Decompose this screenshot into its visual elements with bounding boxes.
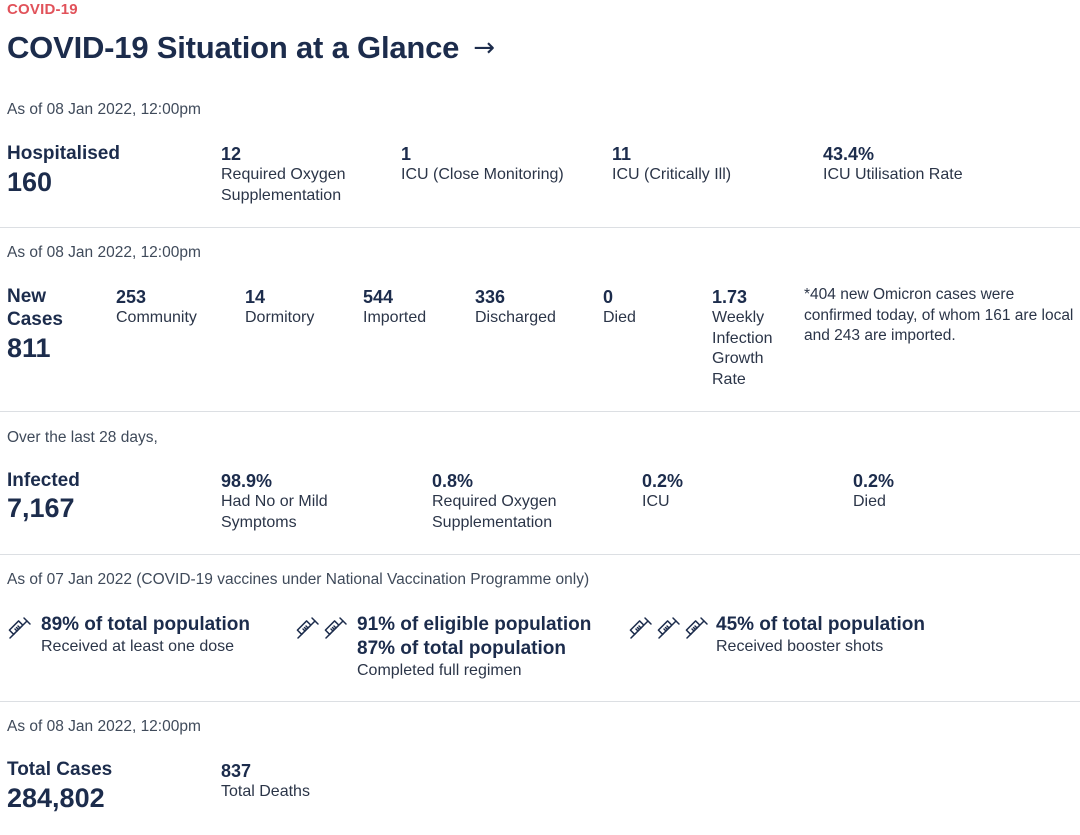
divider [0,554,1080,555]
vax-headline: 45% of total population [716,614,925,635]
syringe-icon [685,617,708,639]
stat-growth-rate: 1.73 Weekly Infection Growth Rate [712,286,792,390]
stat-label: ICU (Critically Ill) [612,166,732,183]
stat-oxygen: 12 Required Oxygen Supplementation [221,143,371,206]
stat-label: Died [853,493,886,510]
stat-community: 253 Community [116,286,197,329]
page-title: COVID-19 Situation at a Glance [7,30,460,65]
stat-label: Community [116,309,197,326]
stat-label: Discharged [475,309,556,326]
section-eyebrow: COVID-19 [7,1,78,18]
stat-dormitory: 14 Dormitory [245,286,314,329]
new-cases-value: 811 [7,333,51,363]
total-cases-label: Total Cases [7,759,113,780]
stat-label: Imported [363,309,427,326]
hospital-asof: As of 08 Jan 2022, 12:00pm [7,101,201,118]
infected-label: Infected [7,470,80,491]
stat-died: 0 Died [603,286,636,329]
stat-imported: 544 Imported [363,286,426,329]
stat-value: 12 [221,144,242,164]
total-cases-value: 284,802 [7,783,105,813]
stat-value: 98.9% [221,471,273,491]
stat-label: ICU Utilisation Rate [823,166,963,183]
stat-died-pct: 0.2% Died [853,470,894,513]
vax-booster: 45% of total population Received booster… [628,613,925,657]
stat-label: Required Oxygen Supplementation [221,166,346,204]
stat-label: Had No or Mild Symptoms [221,493,328,531]
syringe-icon [657,617,680,639]
syringe-icon [8,617,31,639]
divider [0,701,1080,702]
stat-value: 1 [401,144,412,164]
stat-icu-critical: 11 ICU (Critically Ill) [612,143,731,186]
infected-value: 7,167 [7,493,75,523]
stat-value: 1.73 [712,287,748,307]
stat-icu-pct: 0.2% ICU [642,470,683,513]
stat-oxygen-pct: 0.8% Required Oxygen Supplementation [432,470,582,533]
stat-mild: 98.9% Had No or Mild Symptoms [221,470,351,533]
stat-value: 11 [612,144,632,164]
vax-subtext: Received at least one dose [41,638,235,655]
syringe-icon [629,617,652,639]
vaccination-asof: As of 07 Jan 2022 (COVID-19 vaccines und… [7,571,590,588]
stat-label: ICU (Close Monitoring) [401,166,564,183]
arrow-right-icon: → [473,33,496,63]
stat-discharged: 336 Discharged [475,286,556,329]
stat-label: Died [603,309,636,326]
divider [0,411,1080,412]
stat-label: ICU [642,493,670,510]
stat-icu-close: 1 ICU (Close Monitoring) [401,143,564,186]
vax-full-regimen: 91% of eligible population 87% of total … [295,613,591,681]
vax-subtext: Received booster shots [716,638,884,655]
infected-asof: Over the last 28 days, [7,429,158,446]
stat-label: Required Oxygen Supplementation [432,493,557,531]
stat-label: Dormitory [245,309,315,326]
hospitalised-value: 160 [7,167,53,197]
hospitalised-label: Hospitalised [7,143,120,164]
vax-headline: 87% of total population [357,638,566,659]
stat-value: 0.2% [642,471,684,491]
vax-headline: 89% of total population [41,614,250,635]
vax-headline: 91% of eligible population [357,614,592,635]
stat-total-deaths: 837 Total Deaths [221,760,310,803]
vax-one-dose: 89% of total population Received at leas… [7,613,250,657]
cases-asof: As of 08 Jan 2022, 12:00pm [7,244,201,261]
stat-label: Weekly Infection Growth Rate [712,309,773,388]
stat-value: 43.4% [823,144,875,164]
stat-value: 837 [221,761,252,781]
syringe-icon [324,617,347,639]
totals-asof: As of 08 Jan 2022, 12:00pm [7,718,201,735]
syringe-icon [296,617,319,639]
stat-value: 336 [475,287,506,307]
stat-value: 14 [245,287,266,307]
omicron-note: *404 new Omicron cases were confirmed to… [804,286,1074,344]
stat-value: 0.2% [853,471,895,491]
stat-label: Total Deaths [221,783,310,800]
stat-value: 544 [363,287,394,307]
new-cases-label: New Cases [7,286,63,330]
stat-value: 253 [116,287,147,307]
stat-value: 0 [603,287,614,307]
title-link[interactable]: COVID-19 Situation at a Glance → [7,30,495,66]
divider [0,227,1080,228]
stat-icu-utilisation: 43.4% ICU Utilisation Rate [823,143,963,186]
vax-subtext: Completed full regimen [357,662,522,679]
stat-value: 0.8% [432,471,474,491]
